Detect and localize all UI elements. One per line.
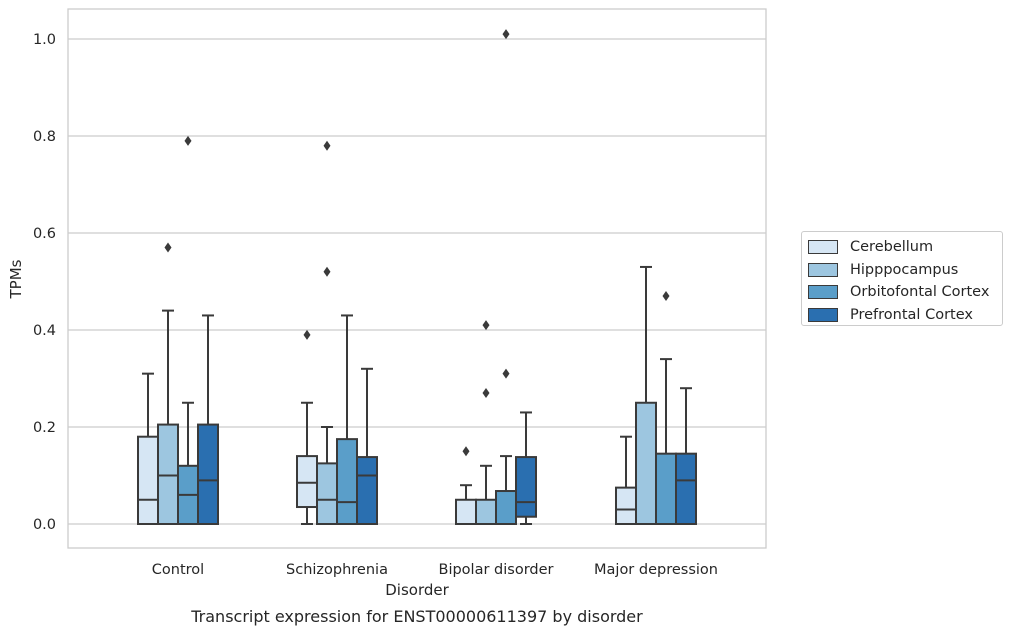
legend-item-cerebellum: Cerebellum: [808, 236, 996, 259]
y-tick-label: 0.8: [33, 129, 56, 145]
legend-swatch: [808, 285, 838, 300]
x-axis-label: Disorder: [385, 581, 449, 599]
box-prefrontal-cortex: [356, 367, 378, 526]
box-iqr: [675, 452, 697, 525]
y-tick-label: 1.0: [33, 32, 56, 48]
legend-swatch: [808, 262, 838, 277]
box-hipppocampus: [635, 265, 657, 525]
box-cerebellum: [137, 372, 159, 526]
y-axis-ticks: 0.0 0.2 0.4 0.6 0.8 1.0: [33, 32, 56, 533]
box-prefrontal-cortex: [197, 314, 219, 526]
box-orbitofontal-cortex: [655, 291, 677, 525]
outlier-point: [323, 140, 331, 151]
x-tick-label: Bipolar disorder: [439, 562, 554, 578]
legend-label: Prefrontal Cortex: [850, 306, 973, 323]
box-iqr: [197, 423, 219, 526]
box-hipppocampus: [316, 140, 338, 525]
x-tick-label: Major depression: [594, 562, 718, 578]
boxes: [137, 29, 697, 526]
y-tick-label: 0.6: [33, 226, 56, 242]
x-axis-ticks: Control Schizophrenia Bipolar disorder Majo…: [152, 562, 718, 578]
box-iqr: [455, 498, 477, 525]
box-iqr: [495, 490, 517, 525]
legend-swatch: [808, 307, 838, 322]
outlier-point: [323, 266, 331, 277]
outlier-point: [502, 29, 510, 40]
legend-label: Cerebellum: [850, 239, 934, 256]
y-tick-label: 0.4: [33, 323, 56, 339]
box-hipppocampus: [475, 320, 497, 525]
legend-label: Orbitofontal Cortex: [850, 284, 990, 301]
outlier-point: [482, 388, 490, 399]
box-iqr: [635, 401, 657, 525]
box-iqr: [336, 438, 358, 525]
outlier-point: [303, 329, 311, 340]
box-prefrontal-cortex: [675, 387, 697, 525]
y-tick-label: 0.0: [33, 517, 56, 533]
box-prefrontal-cortex: [515, 411, 537, 525]
legend-swatch: [808, 240, 838, 255]
box-orbitofontal-cortex: [336, 314, 358, 525]
box-iqr: [356, 456, 378, 526]
legend-label: Hipppocampus: [850, 261, 959, 278]
outlier-point: [662, 291, 670, 302]
legend-item-orbitofrontal-cortex: Orbitofontal Cortex: [808, 281, 996, 304]
legend: Cerebellum Hipppocampus Orbitofontal Cor…: [801, 231, 1003, 326]
outlier-point: [462, 446, 470, 457]
box-iqr: [137, 435, 159, 526]
x-tick-label: Schizophrenia: [286, 562, 388, 578]
legend-item-prefrontal-cortex: Prefrontal Cortex: [808, 304, 996, 327]
box-cerebellum: [455, 446, 477, 525]
outlier-point: [502, 368, 510, 379]
box-iqr: [296, 455, 318, 509]
plot-area-frame: [67, 8, 767, 549]
outlier-point: [184, 135, 192, 146]
box-iqr: [475, 498, 497, 525]
outlier-point: [164, 242, 172, 253]
box-iqr: [515, 456, 537, 518]
x-tick-label: Control: [152, 562, 204, 578]
box-iqr: [615, 486, 637, 525]
box-orbitofontal-cortex: [495, 29, 517, 525]
box-iqr: [655, 452, 677, 525]
box-hipppocampus: [157, 242, 179, 526]
y-tick-label: 0.2: [33, 420, 56, 436]
chart-caption: Transcript expression for ENST0000061139…: [190, 607, 643, 626]
legend-item-hippocampus: Hipppocampus: [808, 259, 996, 282]
outlier-point: [482, 320, 490, 331]
box-cerebellum: [615, 435, 637, 525]
box-iqr: [157, 423, 179, 526]
y-axis-label: TPMs: [7, 259, 25, 299]
box-iqr: [316, 462, 338, 525]
